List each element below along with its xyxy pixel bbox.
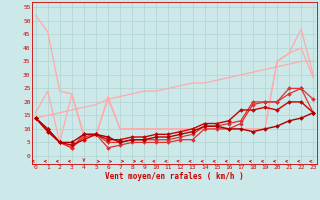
X-axis label: Vent moyen/en rafales ( km/h ): Vent moyen/en rafales ( km/h ) bbox=[105, 172, 244, 181]
